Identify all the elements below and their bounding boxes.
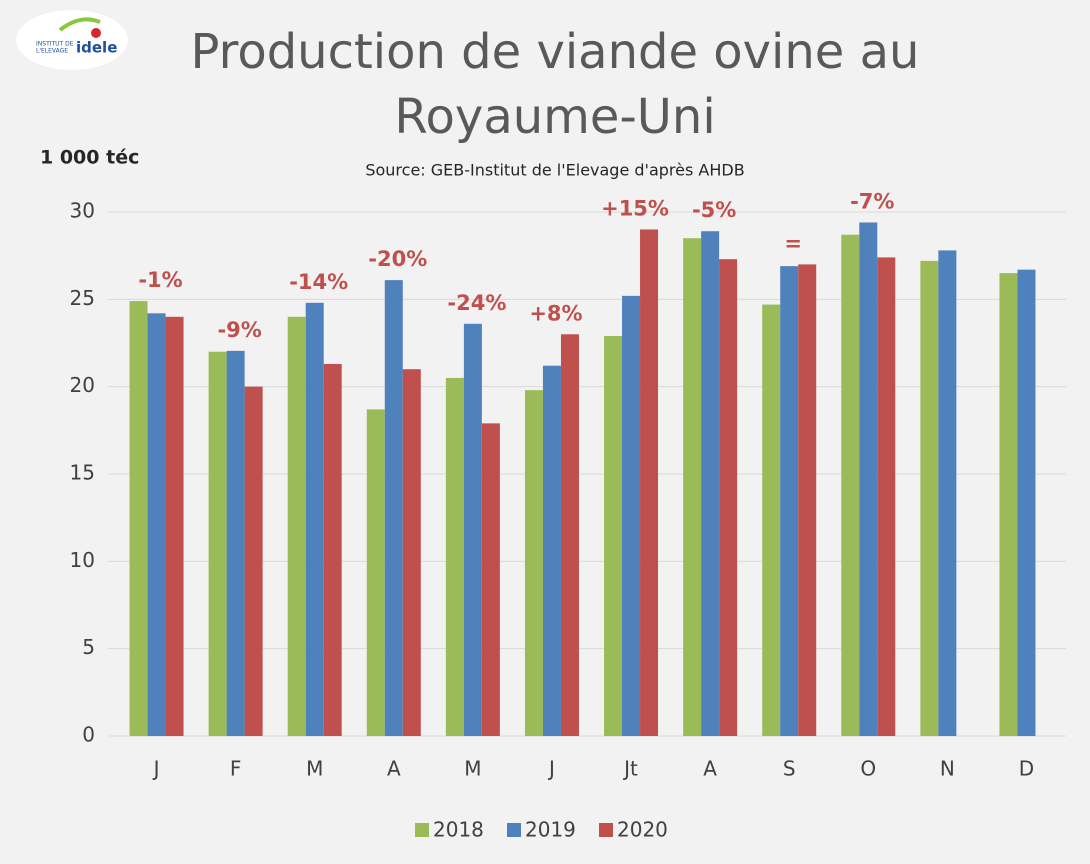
- annotation: -7%: [850, 189, 894, 213]
- bar: [524, 390, 543, 736]
- bar: [165, 316, 184, 736]
- bar: [938, 250, 957, 736]
- bar: [877, 257, 896, 736]
- annotation: =: [784, 231, 802, 255]
- logo-text: L'ELEVAGE: [36, 48, 68, 55]
- chart-title: Production de viande ovine au: [191, 24, 920, 80]
- legend-label: 2020: [617, 818, 668, 842]
- bar: [244, 386, 263, 736]
- subtitle: Source: GEB-Institut de l'Elevage d'aprè…: [365, 161, 744, 180]
- bar: [640, 229, 659, 736]
- legend-swatch: [507, 823, 521, 837]
- legend-label: 2018: [433, 818, 484, 842]
- bar: [208, 351, 227, 736]
- bar: [719, 259, 738, 736]
- y-tick-label: 10: [70, 548, 95, 572]
- bar: [604, 336, 623, 736]
- bar: [780, 266, 799, 736]
- annotation: -24%: [447, 291, 506, 315]
- x-tick-label: A: [387, 757, 401, 781]
- y-axis-label: 1 000 téc: [40, 147, 139, 169]
- annotation: -1%: [138, 268, 182, 292]
- y-tick-label: 30: [70, 199, 95, 223]
- bar: [147, 313, 166, 736]
- x-tick-label: M: [464, 757, 481, 781]
- x-tick-label: O: [860, 757, 876, 781]
- logo: INSTITUT DE L'ELEVAGE idele: [16, 10, 128, 70]
- bar: [129, 301, 148, 736]
- x-tick-label: Jt: [622, 757, 638, 781]
- bar: [1017, 269, 1036, 736]
- annotation: -20%: [368, 247, 427, 271]
- bar: [287, 316, 306, 736]
- bar: [762, 304, 781, 736]
- annotation: -5%: [692, 198, 736, 222]
- bar: [859, 222, 878, 737]
- bar: [683, 238, 702, 736]
- logo-text: INSTITUT DE: [36, 41, 74, 48]
- x-tick-label: F: [230, 757, 242, 781]
- x-tick-label: J: [152, 757, 160, 781]
- bar: [481, 423, 500, 736]
- x-tick-label: A: [703, 757, 717, 781]
- annotation: -14%: [289, 270, 348, 294]
- bar: [920, 260, 939, 736]
- x-tick-label: N: [940, 757, 955, 781]
- bar: [463, 323, 482, 736]
- bar: [445, 377, 464, 736]
- x-tick-label: J: [547, 757, 555, 781]
- y-tick-label: 5: [82, 635, 95, 659]
- x-tick-label: M: [306, 757, 323, 781]
- logo-swoosh: [58, 17, 101, 32]
- bar: [622, 295, 641, 736]
- bar: [560, 334, 579, 736]
- bar: [701, 231, 720, 737]
- y-tick-label: 0: [82, 723, 95, 747]
- y-tick-label: 20: [70, 373, 95, 397]
- bar: [305, 302, 324, 736]
- bar: [366, 409, 385, 736]
- bar: [542, 365, 561, 736]
- logo-brand: idele: [76, 39, 117, 57]
- x-tick-label: S: [783, 757, 796, 781]
- chart-title: Royaume-Uni: [394, 89, 715, 145]
- y-tick-label: 25: [70, 286, 95, 310]
- legend-swatch: [415, 823, 429, 837]
- legend-swatch: [599, 823, 613, 837]
- bar: [323, 363, 342, 736]
- x-tick-label: D: [1019, 757, 1034, 781]
- bar: [841, 234, 860, 736]
- bar: [798, 264, 817, 736]
- bar: [384, 280, 403, 736]
- logo-dot: [91, 28, 101, 38]
- annotation: +15%: [601, 196, 669, 220]
- bar: [999, 273, 1018, 736]
- annotation: +8%: [529, 301, 582, 325]
- logo-badge: [16, 10, 128, 70]
- bar: [402, 369, 421, 736]
- annotation: -9%: [217, 318, 261, 342]
- legend-label: 2019: [525, 818, 576, 842]
- y-tick-label: 15: [70, 461, 95, 485]
- bar: [226, 350, 245, 736]
